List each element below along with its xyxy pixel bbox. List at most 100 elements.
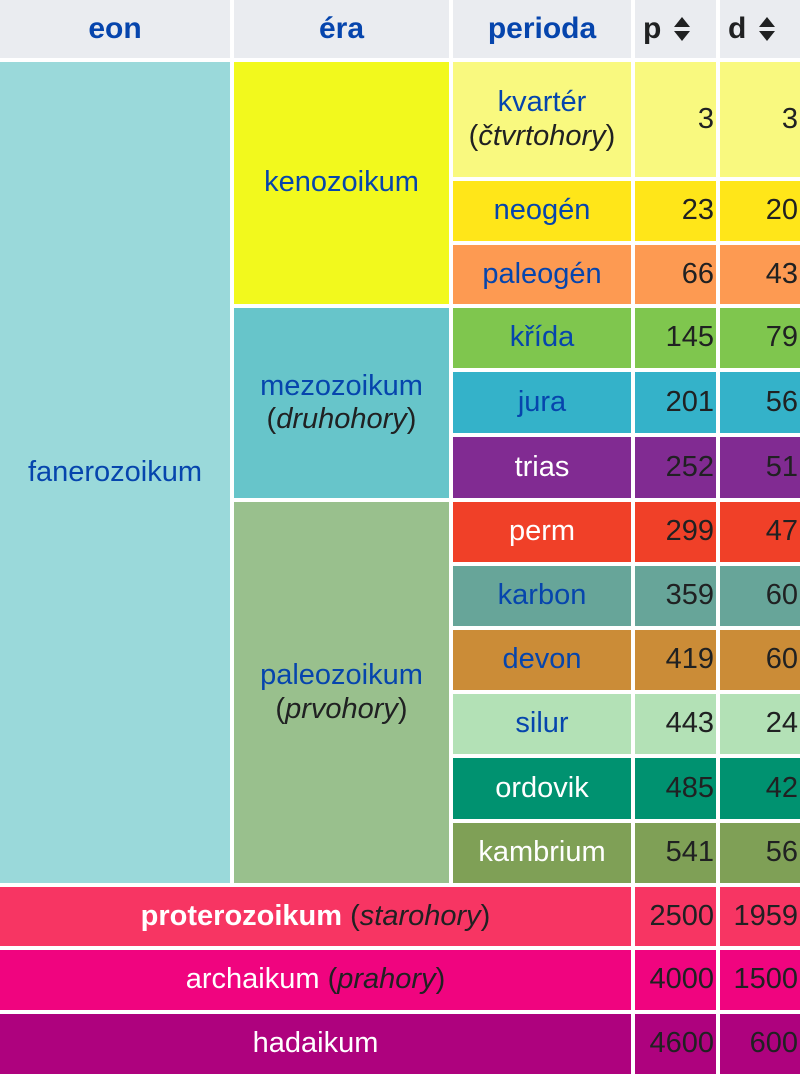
period-5[interactable]: trias [453, 437, 631, 498]
era-kenozoikum-label[interactable]: kenozoikum [264, 166, 419, 199]
value-text: 56 [765, 836, 798, 869]
period-note: (čtvrtohory) [468, 119, 616, 152]
period-label[interactable]: devon [502, 643, 582, 676]
period-0[interactable]: kvartér (čtvrtohory) [453, 62, 631, 177]
value-text: 1959 [733, 899, 798, 932]
period-label[interactable]: karbon [497, 579, 587, 612]
period-label[interactable]: kvartér [497, 86, 587, 119]
value-text: 419 [665, 643, 714, 676]
value-text: 145 [665, 321, 714, 354]
period-label[interactable]: paleogén [482, 257, 602, 290]
eon-label[interactable]: proterozoikum [140, 899, 343, 932]
period-label[interactable]: trias [514, 450, 570, 483]
era-mezozoikum-note: (druhohory) [266, 403, 417, 435]
value-text: 60 [765, 643, 798, 676]
period-label[interactable]: neogén [493, 194, 591, 227]
eon-d-value: 1959 [720, 887, 800, 946]
eon-note: (prahory) [319, 963, 446, 996]
period-d-value: 42 [720, 758, 800, 819]
value-text: 299 [665, 515, 714, 548]
period-7[interactable]: karbon [453, 566, 631, 626]
era-mezozoikum-label[interactable]: mezozoikum [260, 369, 423, 402]
sort-icon[interactable] [673, 16, 691, 42]
eon-d-value: 600 [720, 1014, 800, 1074]
period-p-value: 485 [635, 758, 716, 819]
period-d-value: 20 [720, 181, 800, 241]
period-8[interactable]: devon [453, 630, 631, 690]
period-10[interactable]: ordovik [453, 758, 631, 819]
era-kenozoikum[interactable]: kenozoikum [234, 62, 449, 304]
value-text: 42 [765, 771, 798, 804]
value-text: 443 [665, 707, 714, 740]
period-11[interactable]: kambrium [453, 823, 631, 883]
period-9[interactable]: silur [453, 694, 631, 754]
period-d-value: 56 [720, 372, 800, 433]
sort-icon[interactable] [758, 16, 776, 42]
eon-fanerozoikum[interactable]: fanerozoikum [0, 62, 230, 883]
header-era-label: éra [318, 11, 365, 45]
value-text: 43 [765, 257, 798, 290]
period-d-value: 79 [720, 308, 800, 368]
period-label[interactable]: perm [508, 515, 576, 548]
period-4[interactable]: jura [453, 372, 631, 433]
header-perioda-label: perioda [487, 11, 597, 45]
era-paleozoikum-label[interactable]: paleozoikum [260, 659, 423, 692]
period-6[interactable]: perm [453, 502, 631, 562]
period-p-value: 299 [635, 502, 716, 562]
period-d-value: 47 [720, 502, 800, 562]
period-d-value: 60 [720, 630, 800, 690]
eon-p-value: 2500 [635, 887, 716, 946]
header-p[interactable]: p [635, 0, 716, 58]
period-p-value: 252 [635, 437, 716, 498]
period-3[interactable]: křída [453, 308, 631, 368]
value-text: 1500 [733, 963, 798, 996]
eon-0[interactable]: proterozoikum (starohory) [0, 887, 631, 946]
period-p-value: 419 [635, 630, 716, 690]
header-era[interactable]: éra [234, 0, 449, 58]
period-p-value: 443 [635, 694, 716, 754]
value-text: 600 [749, 1027, 798, 1060]
period-label[interactable]: ordovik [495, 771, 589, 804]
period-label[interactable]: křída [509, 321, 575, 354]
header-eon[interactable]: eon [0, 0, 230, 58]
eon-label[interactable]: archaikum [185, 963, 320, 996]
period-p-value: 541 [635, 823, 716, 883]
period-d-value: 60 [720, 566, 800, 626]
era-paleozoikum[interactable]: paleozoikum (prvohory) [234, 502, 449, 883]
eon-1[interactable]: archaikum (prahory) [0, 950, 631, 1010]
value-text: 20 [765, 194, 798, 227]
era-paleozoikum-note: (prvohory) [275, 692, 408, 725]
value-text: 23 [681, 194, 714, 227]
eon-fanerozoikum-label[interactable]: fanerozoikum [27, 455, 203, 488]
period-p-value: 145 [635, 308, 716, 368]
value-text: 24 [765, 707, 798, 740]
period-1[interactable]: neogén [453, 181, 631, 241]
period-d-value: 24 [720, 694, 800, 754]
eon-p-value: 4000 [635, 950, 716, 1010]
period-d-value: 51 [720, 437, 800, 498]
header-d[interactable]: d [720, 0, 800, 58]
value-text: 4000 [649, 963, 714, 996]
eon-note: (starohory) [342, 899, 491, 932]
period-label[interactable]: jura [517, 385, 567, 418]
header-eon-label: eon [88, 11, 142, 45]
period-2[interactable]: paleogén [453, 245, 631, 304]
value-text: 3 [781, 102, 798, 135]
period-p-value: 359 [635, 566, 716, 626]
period-p-value: 201 [635, 372, 716, 433]
eon-2[interactable]: hadaikum [0, 1014, 631, 1074]
header-perioda[interactable]: perioda [453, 0, 631, 58]
value-text: 359 [665, 579, 714, 612]
value-text: 60 [765, 579, 798, 612]
era-mezozoikum[interactable]: mezozoikum (druhohory) [234, 308, 449, 498]
value-text: 201 [665, 385, 714, 418]
value-text: 56 [765, 385, 798, 418]
value-text: 4600 [649, 1027, 714, 1060]
period-label[interactable]: silur [515, 707, 569, 740]
eon-d-value: 1500 [720, 950, 800, 1010]
value-text: 541 [665, 836, 714, 869]
value-text: 66 [681, 257, 714, 290]
period-label[interactable]: kambrium [478, 836, 606, 869]
eon-label[interactable]: hadaikum [252, 1027, 379, 1060]
